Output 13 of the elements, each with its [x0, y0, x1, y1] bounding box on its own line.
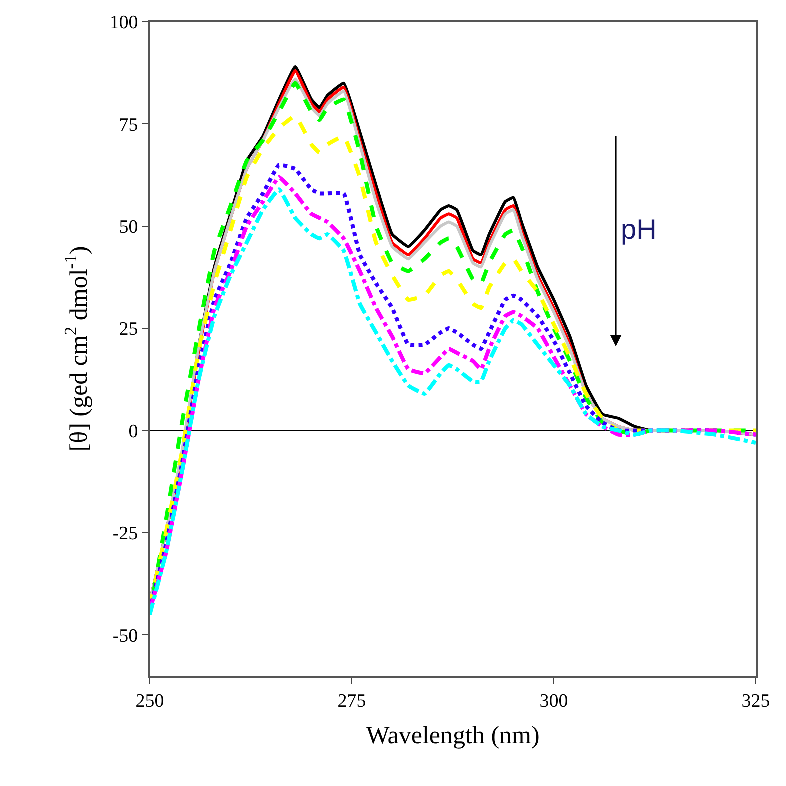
- y-tick-label: 0: [128, 421, 138, 442]
- x-tick-label: 325: [742, 690, 770, 712]
- annotation: pH: [621, 214, 657, 245]
- x-tick-label: 300: [540, 690, 568, 712]
- y-tick-label: -25: [112, 524, 138, 545]
- y-tick-label: 25: [119, 319, 138, 340]
- x-tick-label: 275: [338, 690, 366, 712]
- x-tick-label: 250: [136, 690, 164, 712]
- y-tick-label: 100: [110, 12, 138, 34]
- x-axis-title: Wavelength (nm): [366, 722, 540, 750]
- y-tick-label: 50: [119, 217, 138, 238]
- y-tick-label: -50: [112, 626, 138, 647]
- y-tick-label: 75: [119, 114, 138, 136]
